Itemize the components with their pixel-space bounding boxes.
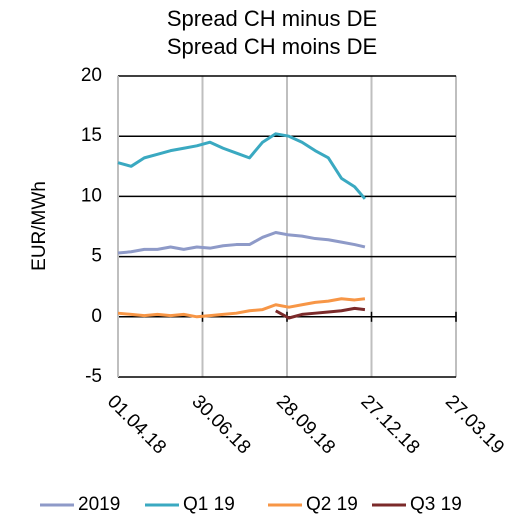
- y-tick-label: 10: [81, 185, 102, 206]
- x-tick-label: 01.04.18: [103, 391, 170, 458]
- y-tick-label: -5: [85, 366, 102, 387]
- legend-label: Q2 19: [306, 494, 358, 515]
- y-tick-label: 20: [81, 65, 102, 86]
- x-tick-label: 27.03.19: [441, 391, 508, 458]
- y-tick-label: 0: [91, 306, 102, 327]
- x-tick-label: 28.09.18: [272, 391, 339, 458]
- x-tick-label: 30.06.18: [187, 391, 254, 458]
- y-tick-label: 15: [81, 125, 102, 146]
- series-line: [117, 132, 367, 200]
- legend-label: 2019: [78, 494, 120, 515]
- y-tick-label: 5: [91, 246, 102, 267]
- legend-label: Q3 19: [410, 494, 462, 515]
- legend-label: Q1 19: [183, 494, 235, 515]
- series-line: [117, 297, 366, 319]
- x-tick-label: 27.12.18: [356, 391, 423, 458]
- series-line: [275, 306, 366, 320]
- chart-title: Spread CH minus DE: [167, 6, 377, 31]
- y-axis-label: EUR/MWh: [29, 181, 50, 271]
- chart-subtitle: Spread CH moins DE: [167, 34, 377, 59]
- series-line: [117, 231, 366, 255]
